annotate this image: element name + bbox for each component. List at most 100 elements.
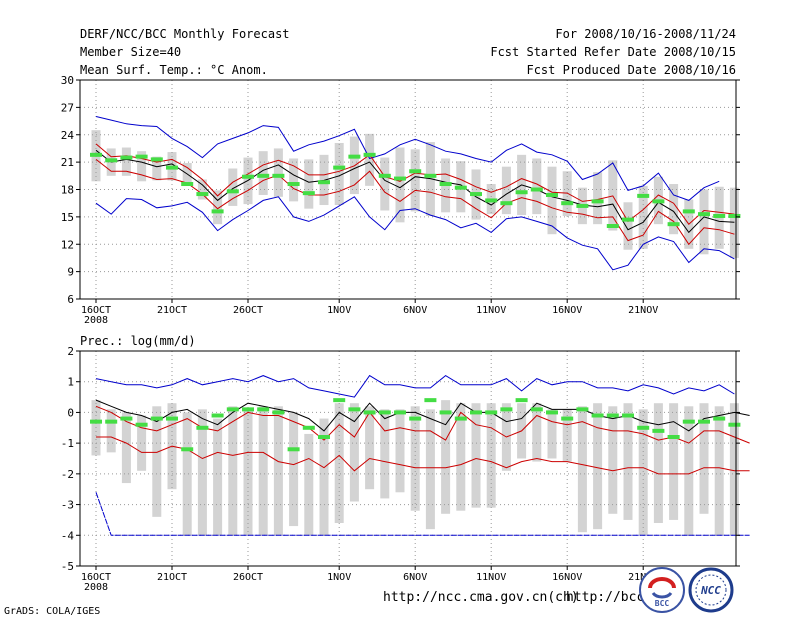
median-marker	[622, 413, 634, 418]
x-tick-label: 26OCT	[233, 305, 263, 316]
spread-box	[532, 403, 542, 462]
ncc-logo-text: NCC	[700, 584, 721, 597]
spread-box	[289, 412, 299, 527]
spread-box	[137, 151, 147, 182]
x-year-label: 2008	[84, 582, 108, 593]
chart-panel-2: -5 -4 -3 -2 -1 0 1 2 16OCT 21OCT 26OCT 1NOV 6NOV 11NO…	[61, 334, 750, 593]
spread-box	[501, 166, 511, 215]
median-marker	[424, 398, 437, 403]
median-marker	[485, 410, 498, 415]
median-marker	[150, 157, 163, 162]
spread-box	[395, 409, 405, 493]
spread-box	[684, 406, 694, 536]
spread-box	[213, 418, 223, 536]
x-year-label: 2008	[84, 315, 108, 326]
median-marker	[90, 419, 102, 424]
grads-credit: GrADS: COLA/IGES	[4, 606, 101, 617]
median-marker	[637, 193, 650, 198]
median-marker	[622, 217, 634, 222]
spread-box	[258, 151, 268, 195]
url-cma-link[interactable]: http://ncc.cma.gov.cn(ch)	[383, 590, 579, 605]
median-marker	[257, 407, 270, 412]
chart-title-line2: Member Size=40	[80, 45, 182, 59]
median-marker	[120, 416, 133, 421]
y-tick-label: -3	[61, 499, 74, 512]
median-marker	[378, 173, 391, 178]
y-tick-label: 15	[61, 211, 74, 224]
median-marker	[226, 407, 239, 412]
median-marker	[667, 222, 680, 227]
spread-box	[137, 415, 147, 471]
spread-box	[106, 409, 116, 453]
median-marker	[561, 201, 574, 206]
spread-box	[623, 403, 633, 520]
spread-box	[729, 187, 739, 258]
median-marker	[302, 425, 315, 430]
spread-box	[547, 166, 557, 235]
spread-box	[182, 412, 192, 536]
y-tick-label: 27	[61, 101, 74, 114]
median-marker	[378, 410, 391, 415]
median-marker	[242, 407, 254, 412]
spread-box	[729, 403, 739, 536]
spread-box	[273, 148, 283, 197]
median-marker	[530, 407, 543, 412]
spread-box	[456, 403, 466, 511]
spread-box	[638, 185, 648, 249]
median-marker	[135, 154, 148, 159]
spread-box	[152, 406, 162, 517]
spread-box	[577, 406, 587, 533]
x-tick-label: 21NOV	[628, 305, 658, 316]
spread-box	[258, 406, 268, 536]
spread-box	[349, 403, 359, 502]
median-marker	[439, 182, 452, 187]
median-marker	[318, 180, 330, 185]
median-marker	[546, 410, 558, 415]
median-marker	[363, 410, 376, 415]
series-line-max	[95, 116, 720, 201]
median-marker	[318, 435, 330, 439]
y-tick-label: -5	[61, 560, 74, 573]
spread-box	[608, 406, 618, 514]
series-line-lower	[96, 436, 750, 475]
series-line-mean	[95, 149, 735, 234]
x-tick-label: 11NOV	[476, 572, 506, 583]
x-tick-label: 1NOV	[327, 572, 351, 583]
median-marker	[591, 199, 604, 204]
median-marker	[606, 224, 619, 228]
spread-box	[228, 168, 238, 206]
median-marker	[439, 410, 452, 415]
series-line-upper	[95, 405, 750, 444]
spread-box	[197, 409, 207, 536]
median-marker	[576, 407, 589, 412]
spread-box	[243, 409, 253, 536]
spread-box	[593, 172, 603, 225]
y-tick-label: 6	[67, 293, 74, 306]
spread-box	[410, 406, 420, 511]
series-line-min	[95, 196, 735, 271]
median-marker	[454, 185, 467, 190]
median-marker	[333, 165, 346, 170]
y-tick-label: -2	[61, 468, 74, 481]
x-tick-label: 11NOV	[476, 305, 506, 316]
median-marker	[105, 419, 118, 424]
median-marker	[166, 165, 178, 170]
median-marker	[652, 199, 665, 204]
url-bcc-link[interactable]: http://bcc.c	[566, 590, 660, 605]
median-marker	[287, 182, 300, 187]
spread-box	[380, 409, 390, 499]
spread-box	[121, 412, 131, 484]
median-marker	[363, 152, 376, 157]
median-marker	[454, 416, 467, 421]
median-marker	[257, 173, 270, 178]
series-line-min	[95, 492, 750, 536]
bcc-logo: BCC	[638, 566, 686, 614]
spread-box	[669, 184, 679, 235]
median-marker	[515, 398, 528, 403]
median-marker	[272, 410, 285, 415]
median-marker	[394, 176, 406, 181]
series-line-max	[95, 374, 735, 398]
series-line-mean	[95, 399, 750, 432]
spread-box	[304, 433, 314, 536]
